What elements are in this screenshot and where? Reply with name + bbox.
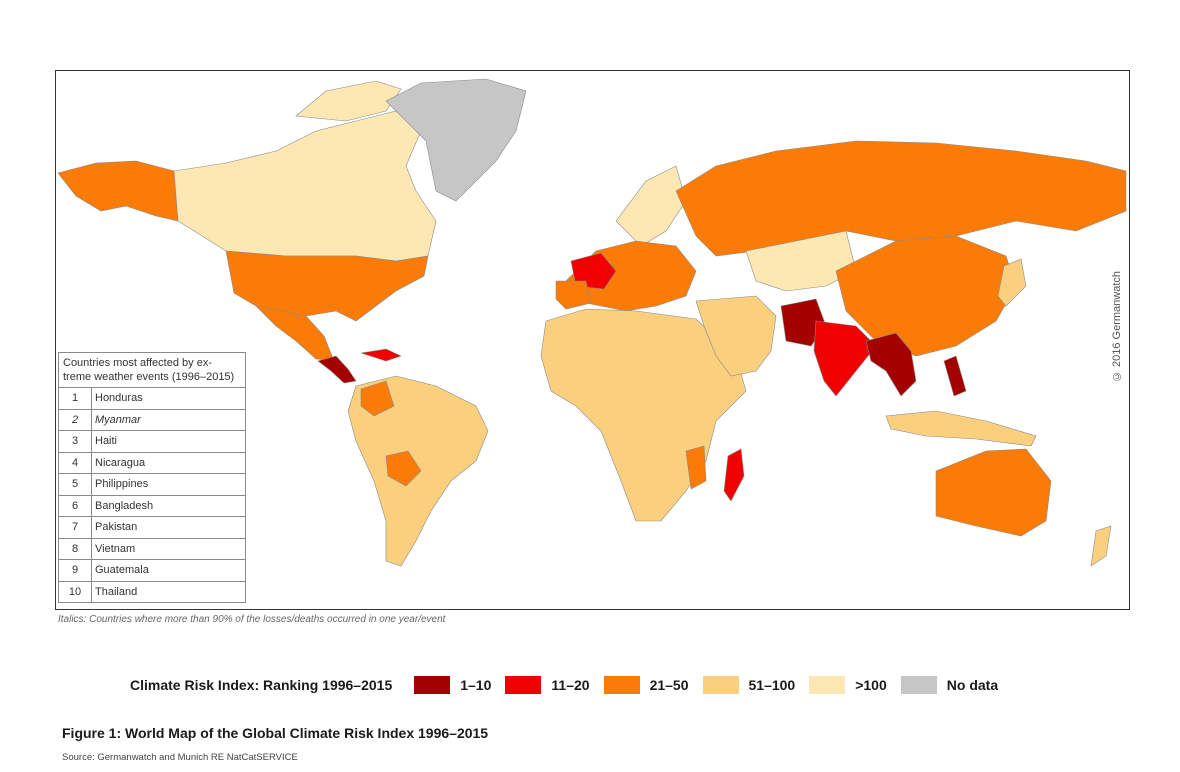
region-india [813, 320, 877, 397]
region-china [835, 235, 1017, 357]
rank-number: 2 [59, 409, 92, 430]
rank-number: 5 [59, 474, 92, 495]
legend-items: 1–10 11–20 21–50 51–100 >100 No data [414, 676, 1012, 694]
legend-label: No data [946, 677, 999, 693]
country-name: Haiti [95, 435, 118, 448]
legend-label: 21–50 [649, 677, 689, 693]
region-iberia [555, 280, 592, 310]
country-name: Honduras [95, 392, 143, 405]
country-name: Thailand [95, 585, 138, 598]
country-name: Vietnam [95, 542, 136, 555]
region-philippines [943, 355, 967, 397]
copyright-label: © 2016 Germanwatch [1111, 271, 1123, 383]
table-row: 9 Guatemala [59, 560, 245, 582]
region-southeast-asia [865, 332, 917, 397]
footnote: Italics: Countries where more than 90% o… [58, 614, 446, 625]
region-russia [675, 140, 1127, 257]
region-canada [173, 110, 437, 262]
region-australia [935, 448, 1052, 537]
legend-title: Climate Risk Index: Ranking 1996–2015 [130, 677, 393, 693]
region-japan [997, 258, 1027, 307]
region-usa [225, 250, 429, 322]
legend-item: 21–50 [603, 676, 689, 694]
rank-number: 8 [59, 538, 92, 559]
legend-label: 11–20 [551, 677, 590, 693]
rank-number: 10 [59, 581, 92, 602]
rank-number: 1 [59, 388, 92, 409]
legend-label: >100 [855, 677, 887, 693]
table-rows: 1 Honduras 2 Myanmar 3 Haiti 4 Nicaragua 5 Philip… [59, 388, 245, 602]
rank-number: 6 [59, 495, 92, 516]
region-central-america [317, 355, 357, 384]
country-name: Pakistan [95, 521, 138, 534]
country-name: Nicaragua [95, 456, 146, 469]
table-header: Countries most affected by ex- treme wea… [59, 353, 245, 388]
table-row: 10 Thailand [59, 581, 245, 602]
rank-number: 4 [59, 452, 92, 473]
region-caribbean [360, 348, 402, 362]
table-row: 1 Honduras [59, 388, 245, 410]
legend-item: 11–20 [505, 676, 590, 694]
legend-label: 51–100 [748, 677, 796, 693]
country-name: Bangladesh [95, 499, 154, 512]
legend: Climate Risk Index: Ranking 1996–2015 1–… [130, 676, 1012, 694]
table-row: 8 Vietnam [59, 538, 245, 560]
legend-swatch [505, 676, 542, 694]
table-row: 4 Nicaragua [59, 452, 245, 474]
map-svg [57, 78, 1127, 567]
legend-swatch [603, 676, 640, 694]
legend-item: >100 [809, 676, 887, 694]
legend-swatch [702, 676, 739, 694]
region-middle-east [695, 295, 777, 377]
legend-label: 1–10 [460, 677, 492, 693]
region-indonesia [885, 410, 1037, 447]
region-venezuela [360, 380, 395, 417]
table-row: 2 Myanmar [59, 409, 245, 431]
region-mexico [255, 305, 335, 362]
legend-item: No data [900, 676, 999, 694]
country-name: Myanmar [95, 413, 141, 426]
region-alaska [57, 160, 179, 222]
table-row: 7 Pakistan [59, 517, 245, 539]
table-row: 3 Haiti [59, 431, 245, 453]
source-note: Source: Germanwatch and Munich RE NatCat… [62, 752, 298, 763]
rank-number: 9 [59, 560, 92, 581]
table-row: 6 Bangladesh [59, 495, 245, 517]
legend-item: 1–10 [414, 676, 491, 694]
legend-swatch [414, 676, 451, 694]
rank-number: 7 [59, 517, 92, 538]
country-name: Guatemala [95, 564, 149, 577]
region-new-zealand [1090, 525, 1112, 567]
region-bolivia [385, 450, 422, 487]
country-name: Philippines [95, 478, 149, 491]
legend-swatch [809, 676, 846, 694]
region-scandinavia [615, 165, 687, 247]
legend-swatch [900, 676, 937, 694]
rank-number: 3 [59, 431, 92, 452]
figure-caption: Figure 1: World Map of the Global Climat… [62, 725, 489, 741]
region-greenland [385, 78, 527, 202]
region-arctic-islands [295, 80, 402, 122]
table-row: 5 Philippines [59, 474, 245, 496]
region-mozambique [685, 445, 707, 490]
legend-item: 51–100 [702, 676, 796, 694]
region-madagascar [723, 448, 745, 502]
ranking-table: Countries most affected by ex- treme wea… [58, 352, 246, 603]
